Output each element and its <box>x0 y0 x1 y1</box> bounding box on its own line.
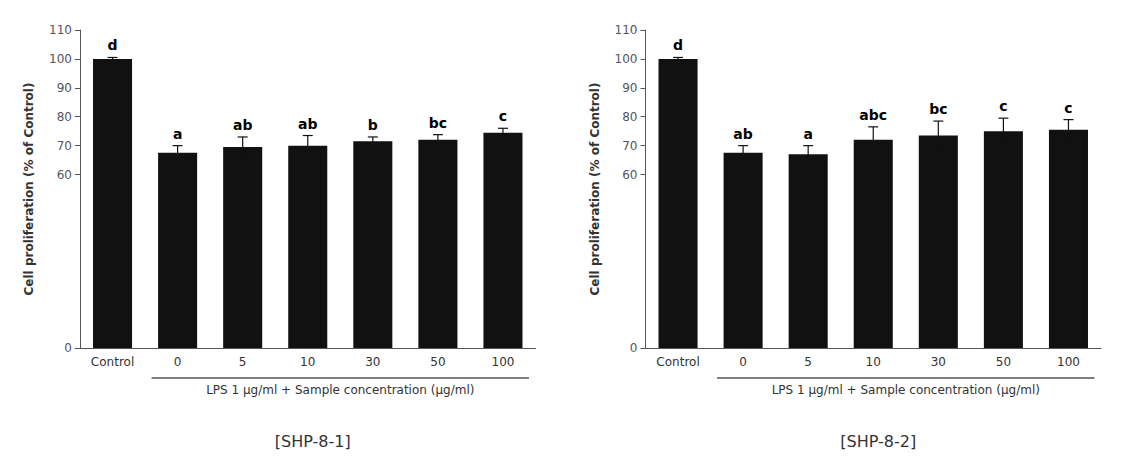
svg-text:50: 50 <box>996 355 1011 369</box>
svg-text:[SHP-8-1]: [SHP-8-1] <box>275 432 351 451</box>
svg-text:60: 60 <box>57 168 72 182</box>
svg-text:0: 0 <box>739 355 747 369</box>
svg-text:d: d <box>108 37 118 53</box>
svg-text:10: 10 <box>866 355 881 369</box>
svg-text:d: d <box>673 37 683 53</box>
svg-text:Cell proliferation (% of Contr: Cell proliferation (% of Control) <box>22 83 36 296</box>
svg-text:c: c <box>1064 100 1072 116</box>
svg-text:bc: bc <box>929 101 947 117</box>
svg-text:Control: Control <box>656 355 699 369</box>
svg-text:[SHP-8-2]: [SHP-8-2] <box>840 432 916 451</box>
svg-text:0: 0 <box>64 341 72 355</box>
svg-text:c: c <box>499 108 507 124</box>
svg-text:abc: abc <box>859 107 887 123</box>
svg-text:30: 30 <box>931 355 946 369</box>
svg-text:0: 0 <box>630 341 638 355</box>
svg-text:80: 80 <box>622 110 637 124</box>
svg-text:100: 100 <box>49 52 72 66</box>
svg-text:a: a <box>803 126 812 142</box>
svg-text:b: b <box>368 117 378 133</box>
svg-text:a: a <box>173 126 182 142</box>
svg-text:50: 50 <box>430 355 445 369</box>
svg-text:c: c <box>999 98 1007 114</box>
svg-text:Control: Control <box>91 355 134 369</box>
svg-text:ab: ab <box>733 126 752 142</box>
svg-text:90: 90 <box>622 81 637 95</box>
svg-text:ab: ab <box>233 117 252 133</box>
svg-text:10: 10 <box>300 355 315 369</box>
svg-text:5: 5 <box>239 355 247 369</box>
svg-text:70: 70 <box>57 139 72 153</box>
svg-text:bc: bc <box>429 115 447 131</box>
svg-text:80: 80 <box>57 110 72 124</box>
svg-text:100: 100 <box>492 355 515 369</box>
svg-text:LPS 1 μg/ml + Sample concentra: LPS 1 μg/ml + Sample concentration (μg/m… <box>772 383 1040 397</box>
svg-text:100: 100 <box>1057 355 1080 369</box>
svg-text:60: 60 <box>622 168 637 182</box>
svg-text:90: 90 <box>57 81 72 95</box>
svg-text:Cell proliferation (% of Contr: Cell proliferation (% of Control) <box>588 83 602 296</box>
svg-text:110: 110 <box>49 23 72 37</box>
svg-text:LPS 1 μg/ml + Sample concentra: LPS 1 μg/ml + Sample concentration (μg/m… <box>206 383 474 397</box>
svg-text:30: 30 <box>365 355 380 369</box>
svg-text:0: 0 <box>174 355 182 369</box>
svg-text:70: 70 <box>622 139 637 153</box>
svg-text:110: 110 <box>615 23 638 37</box>
svg-text:5: 5 <box>804 355 812 369</box>
svg-text:100: 100 <box>615 52 638 66</box>
svg-text:ab: ab <box>298 116 317 132</box>
